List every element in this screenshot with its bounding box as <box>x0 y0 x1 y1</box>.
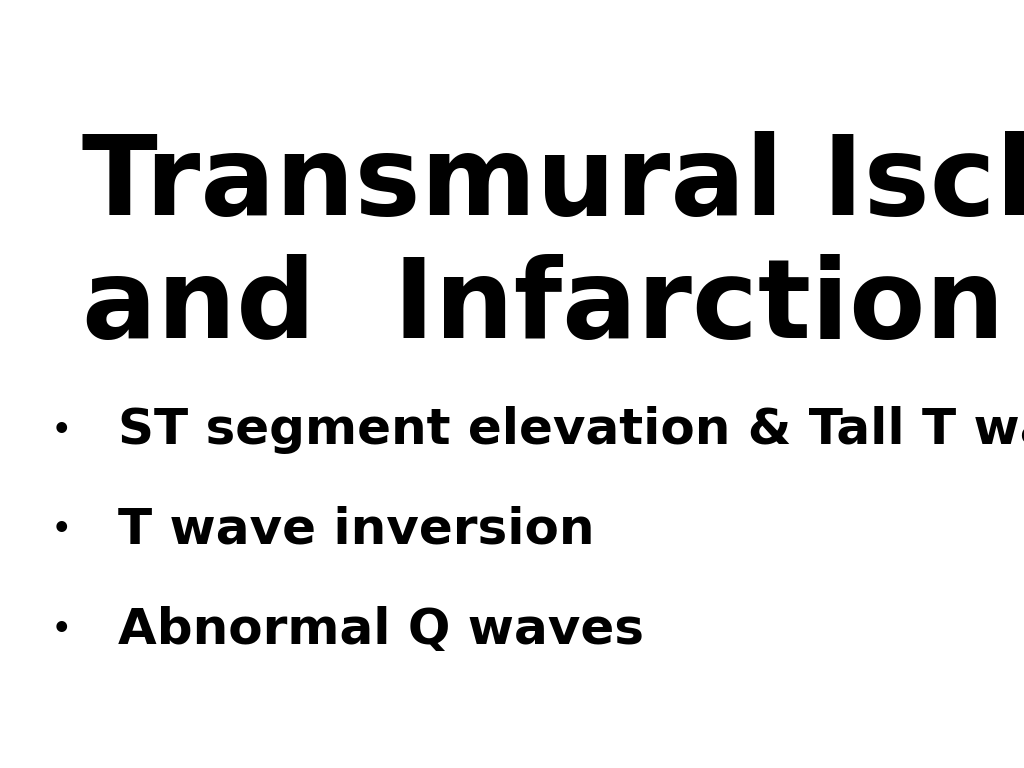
Text: •: • <box>51 515 72 545</box>
Text: Transmural Ischemia: Transmural Ischemia <box>82 131 1024 238</box>
Text: T wave inversion: T wave inversion <box>118 506 594 554</box>
Text: Abnormal Q waves: Abnormal Q waves <box>118 606 644 654</box>
Text: ST segment elevation & Tall T waves: ST segment elevation & Tall T waves <box>118 406 1024 454</box>
Text: •: • <box>51 615 72 644</box>
Text: and  Infarction: and Infarction <box>82 253 1005 361</box>
Text: •: • <box>51 415 72 445</box>
